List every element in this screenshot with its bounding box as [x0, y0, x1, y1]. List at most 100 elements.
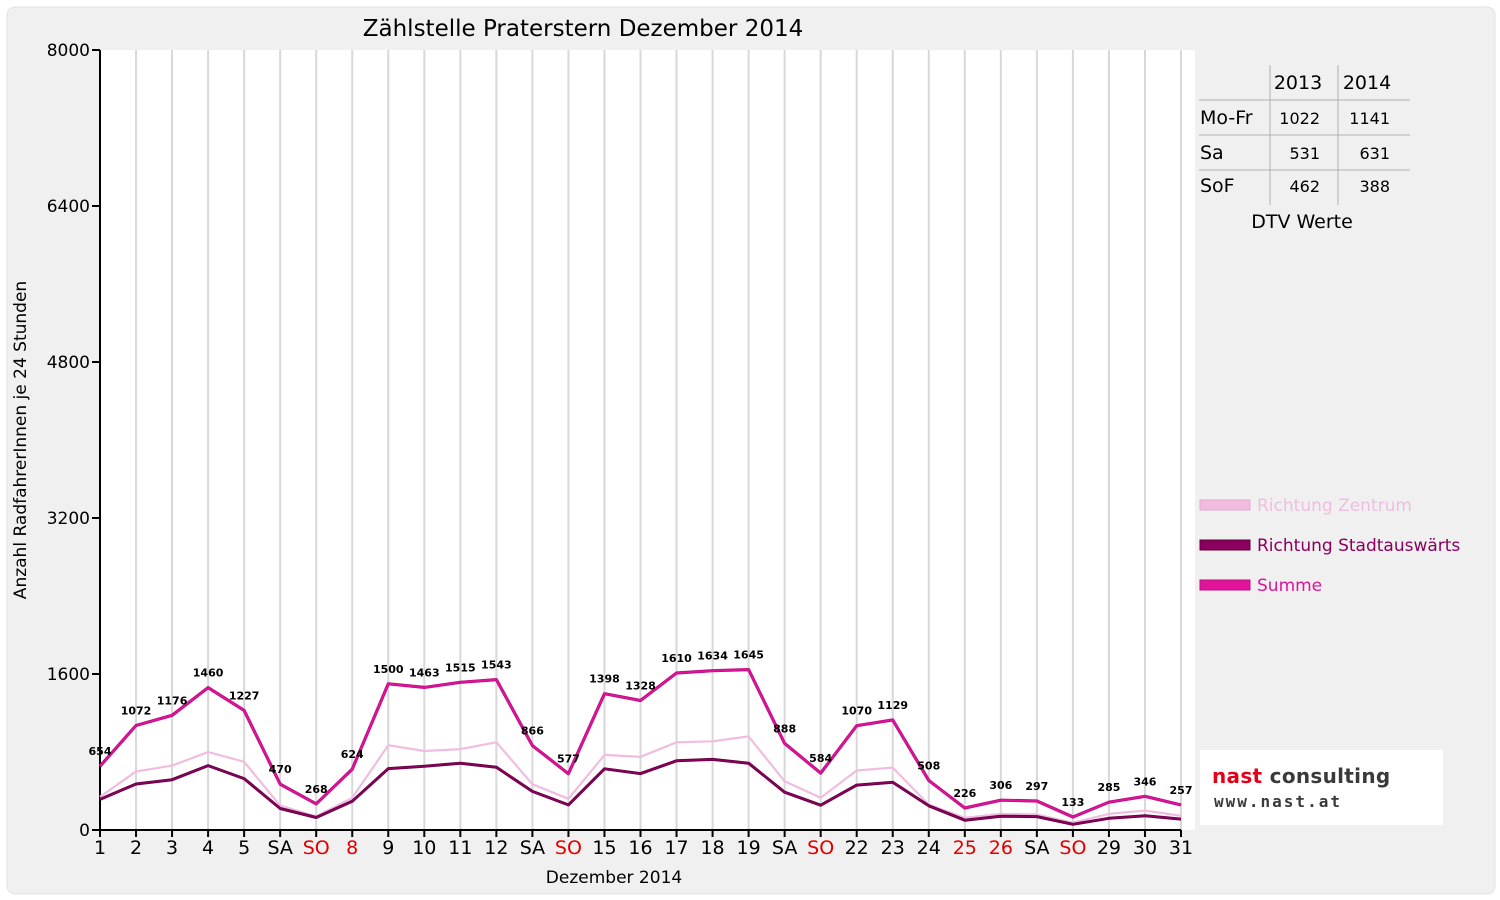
data-label: 1070 [841, 705, 872, 718]
data-labels: 654 1072 1176 1460 1227 470 268 624 1500 1463 1515… [89, 649, 1193, 809]
x-tick-label: 10 [412, 837, 436, 859]
x-tick-label: 2 [130, 837, 142, 859]
x-tick-label: 26 [989, 837, 1013, 859]
data-label: 1463 [409, 666, 440, 679]
data-label: 1328 [625, 680, 656, 693]
y-tick-label: 4800 [47, 353, 90, 373]
table-cell: 462 [1289, 177, 1320, 196]
x-tick-label: SA [1024, 837, 1049, 859]
data-label: 1072 [121, 704, 152, 717]
table-cell: 1022 [1279, 109, 1320, 128]
data-label: 1176 [157, 694, 188, 707]
data-label: 297 [1025, 780, 1048, 793]
table-cell: 1141 [1349, 109, 1390, 128]
data-label: 888 [773, 722, 796, 735]
legend: Richtung Zentrum Richtung Stadtauswärts Su… [1199, 496, 1460, 596]
data-label: 268 [305, 783, 328, 796]
data-label: 285 [1097, 781, 1120, 794]
y-tick-label: 1600 [47, 665, 90, 685]
y-tick-label: 8000 [47, 41, 90, 61]
data-label: 133 [1061, 796, 1084, 809]
series-lines [98, 667, 1182, 826]
x-axis: 1 2 3 4 5 SA SO 8 9 10 11 12 SA SO 15 16 17 18 19 SA SO 22 23 2… [94, 829, 1193, 859]
table-row-label: SoF [1200, 175, 1235, 197]
x-tick-label: SA [267, 837, 292, 859]
table-cell: 388 [1359, 177, 1390, 196]
x-tick-label: 15 [592, 837, 616, 859]
data-label: 508 [917, 759, 940, 772]
vertical-gridlines [135, 50, 1182, 830]
data-label: 1515 [445, 661, 476, 674]
table-row-label: Sa [1200, 142, 1224, 164]
x-tick-label: 18 [700, 837, 724, 859]
legend-label: Richtung Stadtauswärts [1257, 536, 1460, 556]
x-tick-label: 3 [166, 837, 178, 859]
x-tick-label: 12 [484, 837, 508, 859]
x-axis-label: Dezember 2014 [546, 868, 682, 888]
data-label: 470 [269, 763, 292, 776]
x-tick-label: SA [520, 837, 545, 859]
data-label: 654 [89, 745, 112, 758]
data-label: 1634 [697, 650, 728, 663]
y-axis-label: Anzahl RadfahrerInnen je 24 Stunden [11, 281, 31, 599]
data-label: 1543 [481, 659, 512, 672]
data-label: 624 [341, 748, 364, 761]
x-tick-label: SO [1059, 837, 1086, 859]
data-label: 226 [953, 787, 976, 800]
x-tick-label: 29 [1097, 837, 1121, 859]
table-header-2014: 2014 [1343, 72, 1391, 94]
data-label: 306 [989, 779, 1012, 792]
x-tick-label: SO [303, 837, 330, 859]
data-label: 577 [557, 753, 580, 766]
data-label: 1610 [661, 652, 692, 665]
x-tick-label: 31 [1169, 837, 1193, 859]
series-line-2 [99, 668, 1182, 818]
data-label: 257 [1170, 784, 1193, 797]
data-label: 1500 [373, 663, 404, 676]
chart-title: Zählstelle Praterstern Dezember 2014 [363, 16, 803, 42]
x-tick-label: 11 [448, 837, 472, 859]
legend-label: Summe [1257, 576, 1322, 596]
logo-wordmark: nast consulting [1212, 764, 1390, 788]
y-tick-label: 3200 [47, 509, 90, 529]
data-label: 1398 [589, 673, 620, 686]
logo-brand-second: consulting [1262, 764, 1391, 788]
x-tick-label: 24 [917, 837, 941, 859]
series-line-0 [99, 735, 1182, 824]
data-label: 584 [809, 752, 832, 765]
logo: nast consulting www.nast.at [1200, 750, 1443, 825]
data-label: 346 [1133, 775, 1156, 788]
data-label: 1227 [229, 689, 260, 702]
legend-label: Richtung Zentrum [1257, 496, 1412, 516]
x-tick-label: 19 [737, 837, 761, 859]
x-tick-label: 22 [845, 837, 869, 859]
table-caption: DTV Werte [1251, 211, 1353, 233]
x-tick-label: 30 [1133, 837, 1157, 859]
x-tick-label: SO [555, 837, 582, 859]
x-tick-label: 23 [881, 837, 905, 859]
logo-url: www.nast.at [1214, 792, 1342, 811]
legend-swatch [1199, 499, 1251, 511]
y-tick-label: 0 [79, 821, 90, 841]
table-row-label: Mo-Fr [1200, 107, 1253, 129]
table-cell: 631 [1359, 144, 1390, 163]
x-tick-label: 1 [94, 837, 106, 859]
table-cell: 531 [1289, 144, 1320, 163]
x-tick-label: SA [772, 837, 797, 859]
data-label: 1645 [733, 649, 764, 662]
logo-brand-first: nast [1212, 764, 1263, 788]
x-tick-label: 8 [346, 837, 358, 859]
x-tick-label: 25 [953, 837, 977, 859]
data-label: 1129 [877, 699, 908, 712]
x-tick-label: 9 [382, 837, 394, 859]
x-tick-label: 17 [664, 837, 688, 859]
y-tick-label: 6400 [47, 197, 90, 217]
legend-swatch [1199, 579, 1251, 591]
x-tick-label: SO [807, 837, 834, 859]
x-tick-label: 16 [628, 837, 652, 859]
x-tick-label: 4 [202, 837, 214, 859]
data-label: 1460 [193, 667, 224, 680]
table-header-2013: 2013 [1274, 72, 1322, 94]
plot-area-margin [1181, 50, 1195, 830]
